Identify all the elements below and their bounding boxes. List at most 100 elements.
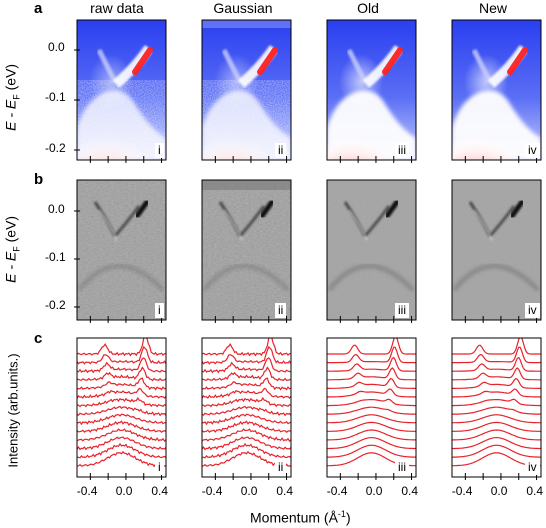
curves-panel-c-1 [76,337,167,478]
curve-3-2 [327,346,416,364]
curve-3-9 [327,414,416,424]
panel-id-a-3: iii [395,143,409,158]
map-panel-b-4 [451,179,542,321]
panel-id-b-3: iii [395,303,409,318]
curve-3-5 [327,377,416,389]
curve-2-11 [202,428,291,443]
map-panel-b-3 [326,179,417,321]
curve-3-1 [327,338,416,355]
y-tick-a-0: 0.0 [48,40,65,54]
column-title-old: Old [357,0,379,16]
curve-2-9 [202,413,291,426]
x-tick-label: 0.0 [115,484,133,498]
row-label-a: a [34,0,43,17]
x-tick-label: 0.4 [151,484,169,498]
curve-2-1 [202,338,291,357]
column-title-raw-data: raw data [90,0,144,16]
y-tick-b-0: 0.0 [48,202,65,216]
curve-3-11 [327,429,416,441]
row-label-b: b [34,171,44,188]
curve-1-11 [77,428,166,443]
curve-1-9 [77,413,166,426]
curve-2-3 [202,357,291,374]
curve-3-12 [327,436,416,450]
map-panel-a-4 [451,19,542,161]
curve-1-14 [77,450,166,468]
panel-id-a-4: iv [525,143,540,158]
map-panel-b-1 [76,179,167,321]
column-title-gaussian: Gaussian [213,0,273,16]
x-tick-label: 0.4 [276,484,294,498]
curve-4-6 [452,388,541,398]
panel-id-c-4: iv [525,460,540,475]
curve-4-3 [452,356,541,372]
curve-2-2 [202,345,291,365]
x-tick-label: -0.4 [201,484,223,498]
curve-1-13 [77,442,166,459]
curve-1-6 [77,387,166,399]
curve-3-6 [327,388,416,398]
curve-4-8 [452,406,541,415]
curve-3-7 [327,398,416,407]
x-tick-label: -0.4 [451,484,473,498]
curve-4-11 [452,429,541,441]
curve-2-5 [202,377,291,391]
x-tick-label: -0.4 [326,484,348,498]
map-panel-b-2 [201,179,292,321]
curve-2-10 [202,420,291,434]
panel-id-c-1: i [155,460,164,475]
curves-panel-c-4 [451,337,542,478]
curve-4-12 [452,436,541,450]
curve-1-12 [77,436,166,451]
curve-4-1 [452,338,541,355]
panel-id-b-2: ii [275,303,287,318]
y-tick-b-2: -0.2 [45,298,66,312]
panel-id-a-2: ii [275,143,287,158]
panel-id-b-4: iv [525,303,540,318]
map-panel-a-2 [201,19,292,161]
x-tick-label: 0.0 [490,484,508,498]
panel-id-c-2: ii [275,460,287,475]
x-tick-label: -0.4 [76,484,98,498]
curve-3-13 [327,444,416,458]
curve-2-6 [202,387,291,399]
curve-4-7 [452,398,541,407]
panel-id-b-1: i [155,303,164,318]
x-tick-label: 0.4 [526,484,544,498]
curves-panel-c-2 [201,337,292,478]
curve-1-10 [77,420,166,434]
curve-3-3 [327,356,416,372]
x-axis-label: Momentum (Å-1) [250,509,351,526]
curve-4-13 [452,444,541,458]
curve-3-8 [327,406,416,415]
curve-2-13 [202,442,291,459]
curve-4-2 [452,346,541,364]
map-panel-a-1 [76,19,167,161]
column-title-new: New [478,0,507,16]
curve-1-3 [77,357,166,374]
curve-4-5 [452,377,541,389]
curves-panel-c-3 [326,337,417,478]
x-tick-label: 0.0 [365,484,383,498]
curve-4-4 [452,367,541,381]
curve-2-4 [202,366,291,382]
y-tick-a-1: -0.1 [45,90,66,104]
curve-1-5 [77,377,166,391]
curve-1-4 [77,366,166,382]
curve-1-1 [77,338,166,357]
curve-1-8 [77,405,166,417]
curve-1-7 [77,396,166,408]
curve-1-2 [77,345,166,365]
curve-2-7 [202,396,291,408]
panel-id-c-3: iii [395,460,409,475]
row-label-c: c [34,330,43,347]
panel-id-a-1: i [155,143,164,158]
curve-4-9 [452,414,541,424]
y-tick-a-2: -0.2 [45,141,66,155]
curve-4-10 [452,421,541,432]
curve-2-12 [202,436,291,451]
x-tick-label: 0.4 [401,484,419,498]
curve-3-4 [327,367,416,381]
curve-2-8 [202,405,291,417]
